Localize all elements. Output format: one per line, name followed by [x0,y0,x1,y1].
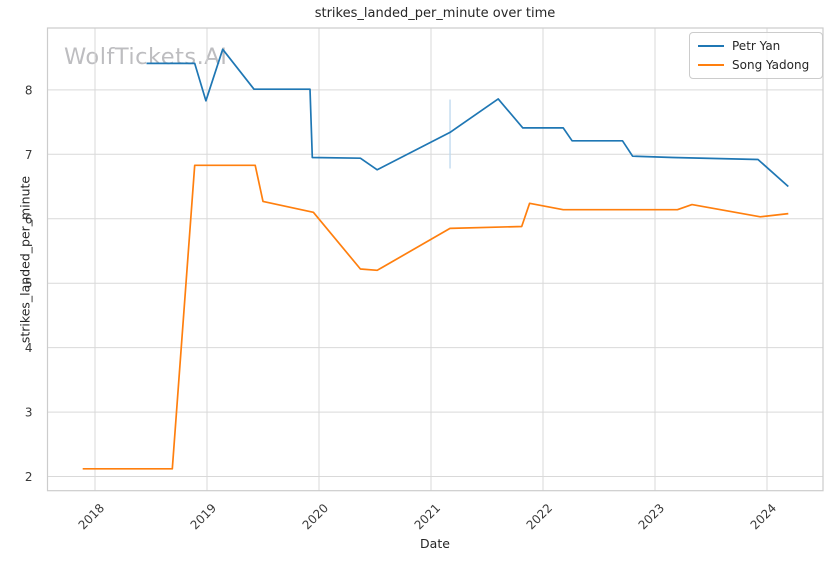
y-tick-label-6: 6 [25,212,33,226]
legend-label-petr-yan: Petr Yan [732,39,781,53]
x-tick-label-2021: 2021 [412,501,443,532]
legend-item-song-yadong: Song Yadong [698,57,813,73]
legend-swatch-petr-yan [698,45,724,47]
plot-border [46,27,824,492]
y-tick-label-8: 8 [25,83,33,97]
x-tick-label-2023: 2023 [636,501,667,532]
legend-label-song-yadong: Song Yadong [732,58,810,72]
legend-item-petr-yan: Petr Yan [698,38,813,54]
x-axis-label: Date [420,536,450,551]
x-tick-label-2019: 2019 [188,501,219,532]
y-tick-label-2: 2 [25,470,33,484]
y-tick-label-5: 5 [25,277,33,291]
x-tick-label-2022: 2022 [524,501,555,532]
chart-title: strikes_landed_per_minute over time [314,6,556,21]
legend: Petr Yan Song Yadong [689,32,823,79]
y-axis-label: strikes_landed_per_minute [17,175,33,344]
series-line-petr-yan [146,48,789,188]
y-tick-label-7: 7 [25,148,33,162]
legend-swatch-song-yadong [698,64,724,66]
x-tick-label-2020: 2020 [300,501,331,532]
y-tick-label-4: 4 [25,341,33,355]
watermark: WolfTickets.AI [64,44,228,70]
x-tick-label-2024: 2024 [748,501,779,532]
series-line-song-yadong [82,164,789,470]
x-tick-label-2018: 2018 [76,501,107,532]
y-tick-label-3: 3 [25,406,33,420]
